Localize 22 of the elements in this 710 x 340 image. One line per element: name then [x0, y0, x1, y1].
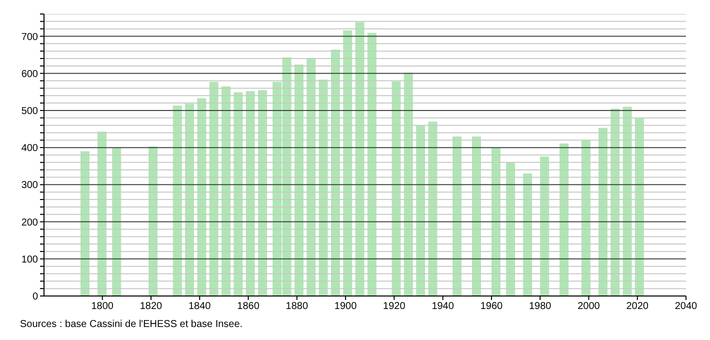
x-tick-label: 1800	[91, 301, 114, 312]
x-tick-label: 2040	[674, 301, 698, 312]
y-tick-label: 400	[21, 143, 38, 154]
y-tick-label: 200	[21, 217, 38, 228]
source-note: Sources : base Cassini de l'EHESS et base Insee.	[20, 319, 243, 330]
y-tick-label: 500	[21, 106, 38, 118]
x-tick-label: 1920	[383, 301, 406, 312]
x-tick-label: 2020	[626, 301, 649, 312]
y-tick-label: 300	[21, 180, 38, 192]
x-tick-label: 1980	[528, 301, 552, 312]
x-tick-label: 1900	[334, 301, 358, 312]
y-tick-label: 700	[21, 32, 38, 43]
x-tick-label: 2000	[578, 301, 600, 312]
x-tick-label: 1840	[188, 301, 212, 312]
x-tick-label: 1940	[432, 301, 454, 312]
y-tick-label: 600	[21, 68, 38, 80]
x-tick-label: 1820	[140, 301, 163, 312]
x-tick-label: 1860	[237, 301, 260, 312]
x-tick-label: 1880	[286, 301, 308, 312]
y-tick-label: 0	[32, 292, 38, 303]
x-tick-label: 1960	[480, 301, 504, 312]
y-tick-label: 100	[21, 254, 38, 266]
